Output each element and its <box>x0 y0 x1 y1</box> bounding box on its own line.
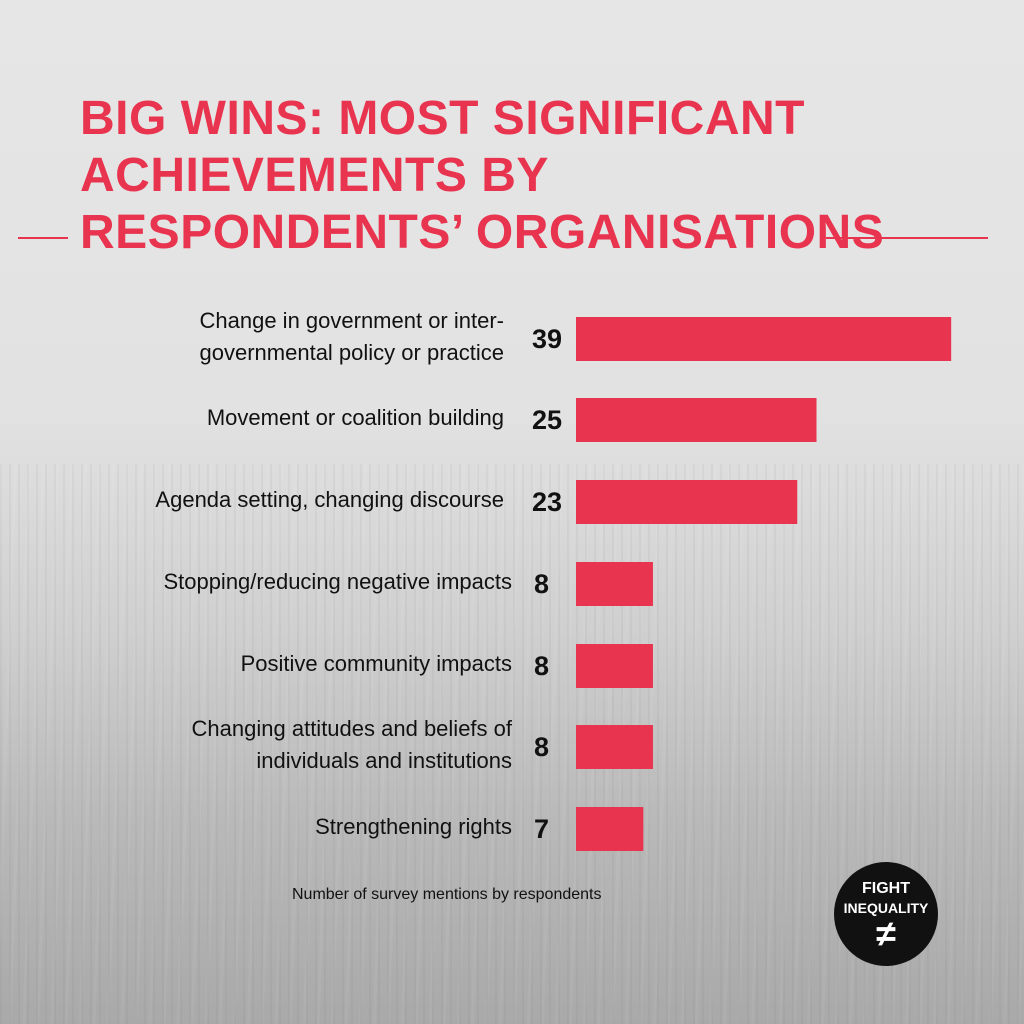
bar <box>576 644 653 688</box>
title-line-3: RESPONDENTS’ ORGANISATIONS <box>80 206 885 259</box>
x-axis-caption: Number of survey mentions by respondents <box>292 886 602 903</box>
title-rule-right <box>826 237 988 239</box>
logo-line-2: INEQUALITY <box>843 900 929 916</box>
value-label: 8 <box>534 651 550 681</box>
value-label: 39 <box>532 324 563 354</box>
category-label-line: individuals and institutions <box>256 748 512 773</box>
bar <box>576 317 952 361</box>
category-label-line: Agenda setting, changing discourse <box>155 487 504 512</box>
fight-inequality-logo: FIGHT INEQUALITY ≠ <box>834 862 938 966</box>
bar <box>576 480 798 524</box>
value-label: 25 <box>532 405 563 435</box>
category-label-line: Change in government or inter- <box>199 308 505 333</box>
bar <box>576 725 653 769</box>
category-label-line: Strengthening rights <box>315 814 512 839</box>
bar <box>576 562 653 606</box>
category-label-line: governmental policy or practice <box>199 340 504 365</box>
category-label: Change in government or inter-government… <box>64 305 505 369</box>
bar <box>576 398 817 442</box>
category-label: Changing attitudes and beliefs of individ… <box>72 713 512 777</box>
value-label: 7 <box>534 814 550 844</box>
category-label: Agenda setting, changing discourse <box>64 484 504 516</box>
title-rule-left <box>18 237 68 239</box>
category-label-line: Stopping/reducing negative impacts <box>163 569 512 594</box>
category-label: Positive community impacts <box>72 648 512 680</box>
not-equal-icon: ≠ <box>876 913 896 954</box>
title-line-1: BIG WINS: MOST SIGNIFICANT <box>80 92 805 145</box>
value-label: 8 <box>534 732 550 762</box>
category-label-line: Movement or coalition building <box>206 405 504 430</box>
bar <box>576 807 644 851</box>
category-label: Strengthening rights <box>72 811 512 843</box>
category-label: Movement or coalition building <box>64 402 504 434</box>
value-label: 8 <box>534 569 550 599</box>
category-label-line: Positive community impacts <box>240 651 512 676</box>
logo-line-1: FIGHT <box>862 880 910 897</box>
value-label: 23 <box>532 487 563 517</box>
category-label-line: Changing attitudes and beliefs of <box>191 716 512 741</box>
title-line-2: ACHIEVEMENTS BY <box>80 149 549 202</box>
category-label: Stopping/reducing negative impacts <box>72 566 512 598</box>
chart-title: BIG WINS: MOST SIGNIFICANT ACHIEVEMENTS … <box>80 90 884 261</box>
